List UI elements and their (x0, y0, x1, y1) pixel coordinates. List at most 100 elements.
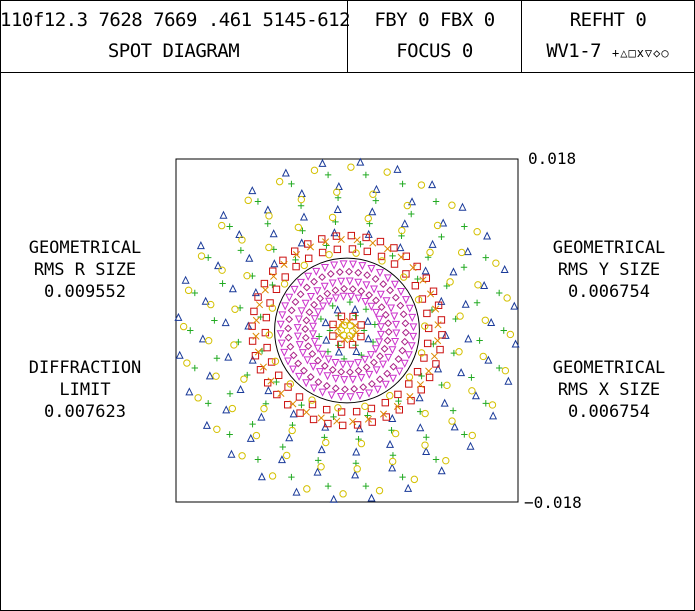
spot-marker-triangle-down (365, 370, 374, 379)
spot-marker-plus (460, 264, 468, 271)
spot-marker-x (348, 335, 356, 343)
spot-marker-plus (362, 482, 370, 490)
spot-marker-diamond (399, 310, 408, 319)
spot-marker-plus (249, 420, 256, 428)
spot-marker-plus (254, 198, 262, 205)
spot-marker-x (317, 414, 325, 422)
spot-marker-diamond (323, 289, 332, 298)
spot-marker-diamond (386, 286, 394, 295)
spot-marker-plus (432, 198, 440, 205)
spot-marker-plus (205, 400, 212, 407)
spot-marker-triangle-down (309, 384, 319, 393)
spot-marker-triangle-down (324, 355, 333, 364)
spot-marker-circle (468, 387, 476, 395)
spot-marker-x (406, 392, 414, 401)
spot-marker-triangle (221, 318, 230, 327)
spot-marker-square (250, 307, 258, 316)
spot-marker-square (324, 419, 332, 428)
spot-marker-x (289, 400, 297, 408)
spot-marker-circle (501, 366, 510, 375)
spot-marker-square (357, 321, 365, 329)
spot-marker-triangle-down (375, 315, 384, 324)
spot-marker-triangle-down (400, 359, 409, 368)
spot-marker-x (416, 381, 424, 389)
spot-marker-triangle-down (354, 278, 363, 287)
spot-marker-circle (364, 214, 372, 223)
spot-marker-circle (333, 188, 341, 196)
spot-marker-triangle-down (338, 360, 347, 369)
spot-marker-diamond (328, 365, 337, 374)
spot-marker-circle (352, 249, 360, 257)
spot-marker-x (277, 389, 285, 397)
spot-marker-x (432, 305, 440, 313)
spot-marker-triangle (297, 238, 306, 247)
spot-marker-triangle (263, 205, 272, 214)
spot-marker-circle (268, 472, 277, 480)
spot-marker-circle (265, 243, 273, 252)
rms-r-title-2: RMS R SIZE (33, 260, 137, 280)
spot-marker-triangle-down (340, 376, 349, 385)
spot-marker-square (348, 340, 357, 349)
spot-marker-triangle-down (390, 312, 399, 321)
diffraction-limit-circle (274, 257, 420, 404)
spot-marker-plus (473, 299, 481, 306)
spot-marker-triangle (466, 441, 475, 450)
spot-marker-circle (442, 456, 450, 465)
spot-marker-triangle (396, 243, 405, 252)
spot-marker-plus (399, 180, 406, 188)
spot-marker-triangle-down (296, 278, 305, 287)
spot-marker-circle (325, 250, 333, 259)
spot-marker-triangle-down (387, 304, 396, 313)
spot-marker-diamond (302, 283, 311, 292)
spot-marker-circle (268, 304, 277, 312)
spot-marker-triangle-down (309, 322, 318, 331)
spot-marker-plus (317, 315, 325, 323)
spot-marker-square (390, 244, 398, 252)
spot-marker-plus (191, 289, 199, 297)
spot-marker-plus (226, 431, 233, 438)
spot-marker-plus (211, 317, 218, 324)
spot-marker-square (304, 254, 313, 263)
spot-marker-square (318, 248, 327, 257)
spot-marker-circle (207, 300, 215, 309)
spot-marker-diamond (284, 333, 293, 342)
spot-marker-diamond (304, 342, 313, 351)
spot-marker-triangle-down (339, 260, 348, 269)
spot-marker-square (322, 405, 331, 414)
spot-marker-triangle (317, 445, 326, 454)
spot-marker-circle (386, 391, 394, 400)
spot-marker-circle (492, 259, 500, 267)
spot-marker-triangle (484, 355, 493, 364)
rms-r-title-1: GEOMETRICAL (28, 238, 142, 258)
spot-marker-diamond (310, 277, 318, 286)
spot-marker-square (423, 309, 431, 318)
spot-marker-square (376, 237, 385, 246)
spot-marker-triangle-down (295, 341, 304, 350)
spot-marker-circle (271, 357, 280, 366)
spot-marker-circle (260, 404, 268, 413)
spot-marker-x (333, 417, 341, 425)
spot-marker-diamond (357, 287, 366, 296)
spot-marker-triangle-down (377, 323, 386, 332)
spot-marker-triangle-down (357, 374, 366, 383)
spot-marker-square (318, 235, 326, 243)
spot-marker-x (254, 348, 262, 356)
spot-marker-square (248, 337, 257, 345)
spot-marker-circle (375, 486, 384, 495)
spot-marker-circle (317, 463, 325, 471)
spot-marker-triangle (386, 439, 395, 448)
spot-marker-triangle (224, 352, 233, 361)
spot-marker-plus (461, 223, 468, 230)
spot-marker-circle (265, 212, 273, 220)
spot-marker-plus (254, 456, 262, 463)
spot-marker-triangle (421, 266, 430, 275)
spot-marker-square (368, 418, 376, 426)
spot-marker-plus (226, 390, 234, 397)
spot-marker-triangle (428, 180, 437, 189)
header-field-cell: FBY 0 FBX 0 FOCUS 0 (348, 0, 522, 73)
spot-marker-triangle-down (293, 332, 302, 341)
spot-marker-triangle (205, 371, 214, 380)
spot-marker-triangle (461, 299, 470, 308)
spot-marker-square (394, 390, 402, 399)
spot-marker-diamond (396, 301, 405, 310)
